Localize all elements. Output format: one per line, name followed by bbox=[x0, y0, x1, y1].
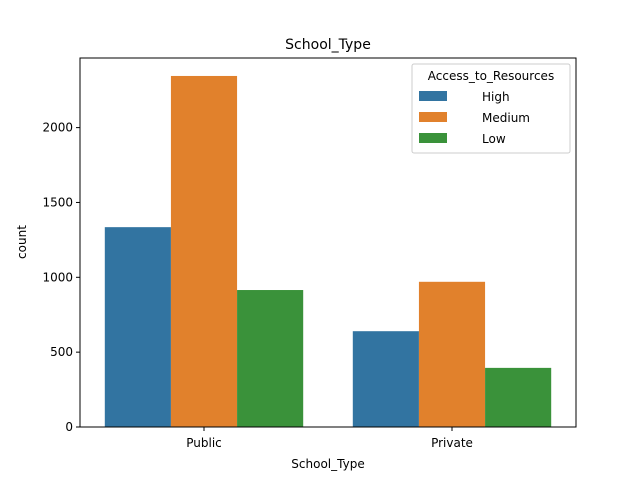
x-tick-label: Private bbox=[431, 436, 473, 450]
legend-label-low: Low bbox=[482, 132, 506, 146]
legend-label-medium: Medium bbox=[482, 111, 530, 125]
bar-low-public bbox=[237, 290, 304, 427]
legend-swatch-low bbox=[419, 133, 447, 143]
legend-items: High Medium Low bbox=[419, 90, 530, 146]
y-tick-label: 2000 bbox=[42, 121, 73, 135]
bar-medium-public bbox=[170, 75, 238, 427]
legend-swatch-high bbox=[419, 91, 447, 101]
y-axis-ticks: 0 500 1000 1500 2000 bbox=[42, 121, 80, 434]
bar-high-public bbox=[104, 227, 171, 427]
y-tick-label: 500 bbox=[50, 345, 73, 359]
bar-high-private bbox=[352, 331, 419, 427]
legend-title: Access_to_Resources bbox=[428, 69, 554, 83]
legend: Access_to_Resources High Medium Low bbox=[411, 63, 571, 154]
legend-swatch-medium bbox=[419, 112, 447, 122]
bars-layer bbox=[104, 75, 552, 427]
axes-frame bbox=[79, 57, 577, 428]
bar-medium-private bbox=[418, 281, 486, 427]
x-axis-ticks: Public Private bbox=[186, 427, 473, 450]
bar-low-private bbox=[485, 367, 552, 427]
legend-box bbox=[411, 63, 571, 154]
chart-title: School_Type bbox=[285, 37, 371, 53]
y-tick-label: 1500 bbox=[42, 195, 73, 209]
x-axis-label: School_Type bbox=[291, 457, 364, 471]
x-tick-label: Public bbox=[186, 436, 222, 450]
legend-label-high: High bbox=[482, 90, 510, 104]
y-tick-label: 1000 bbox=[42, 270, 73, 284]
y-tick-label: 0 bbox=[65, 420, 73, 434]
y-axis-label: count bbox=[15, 225, 29, 259]
